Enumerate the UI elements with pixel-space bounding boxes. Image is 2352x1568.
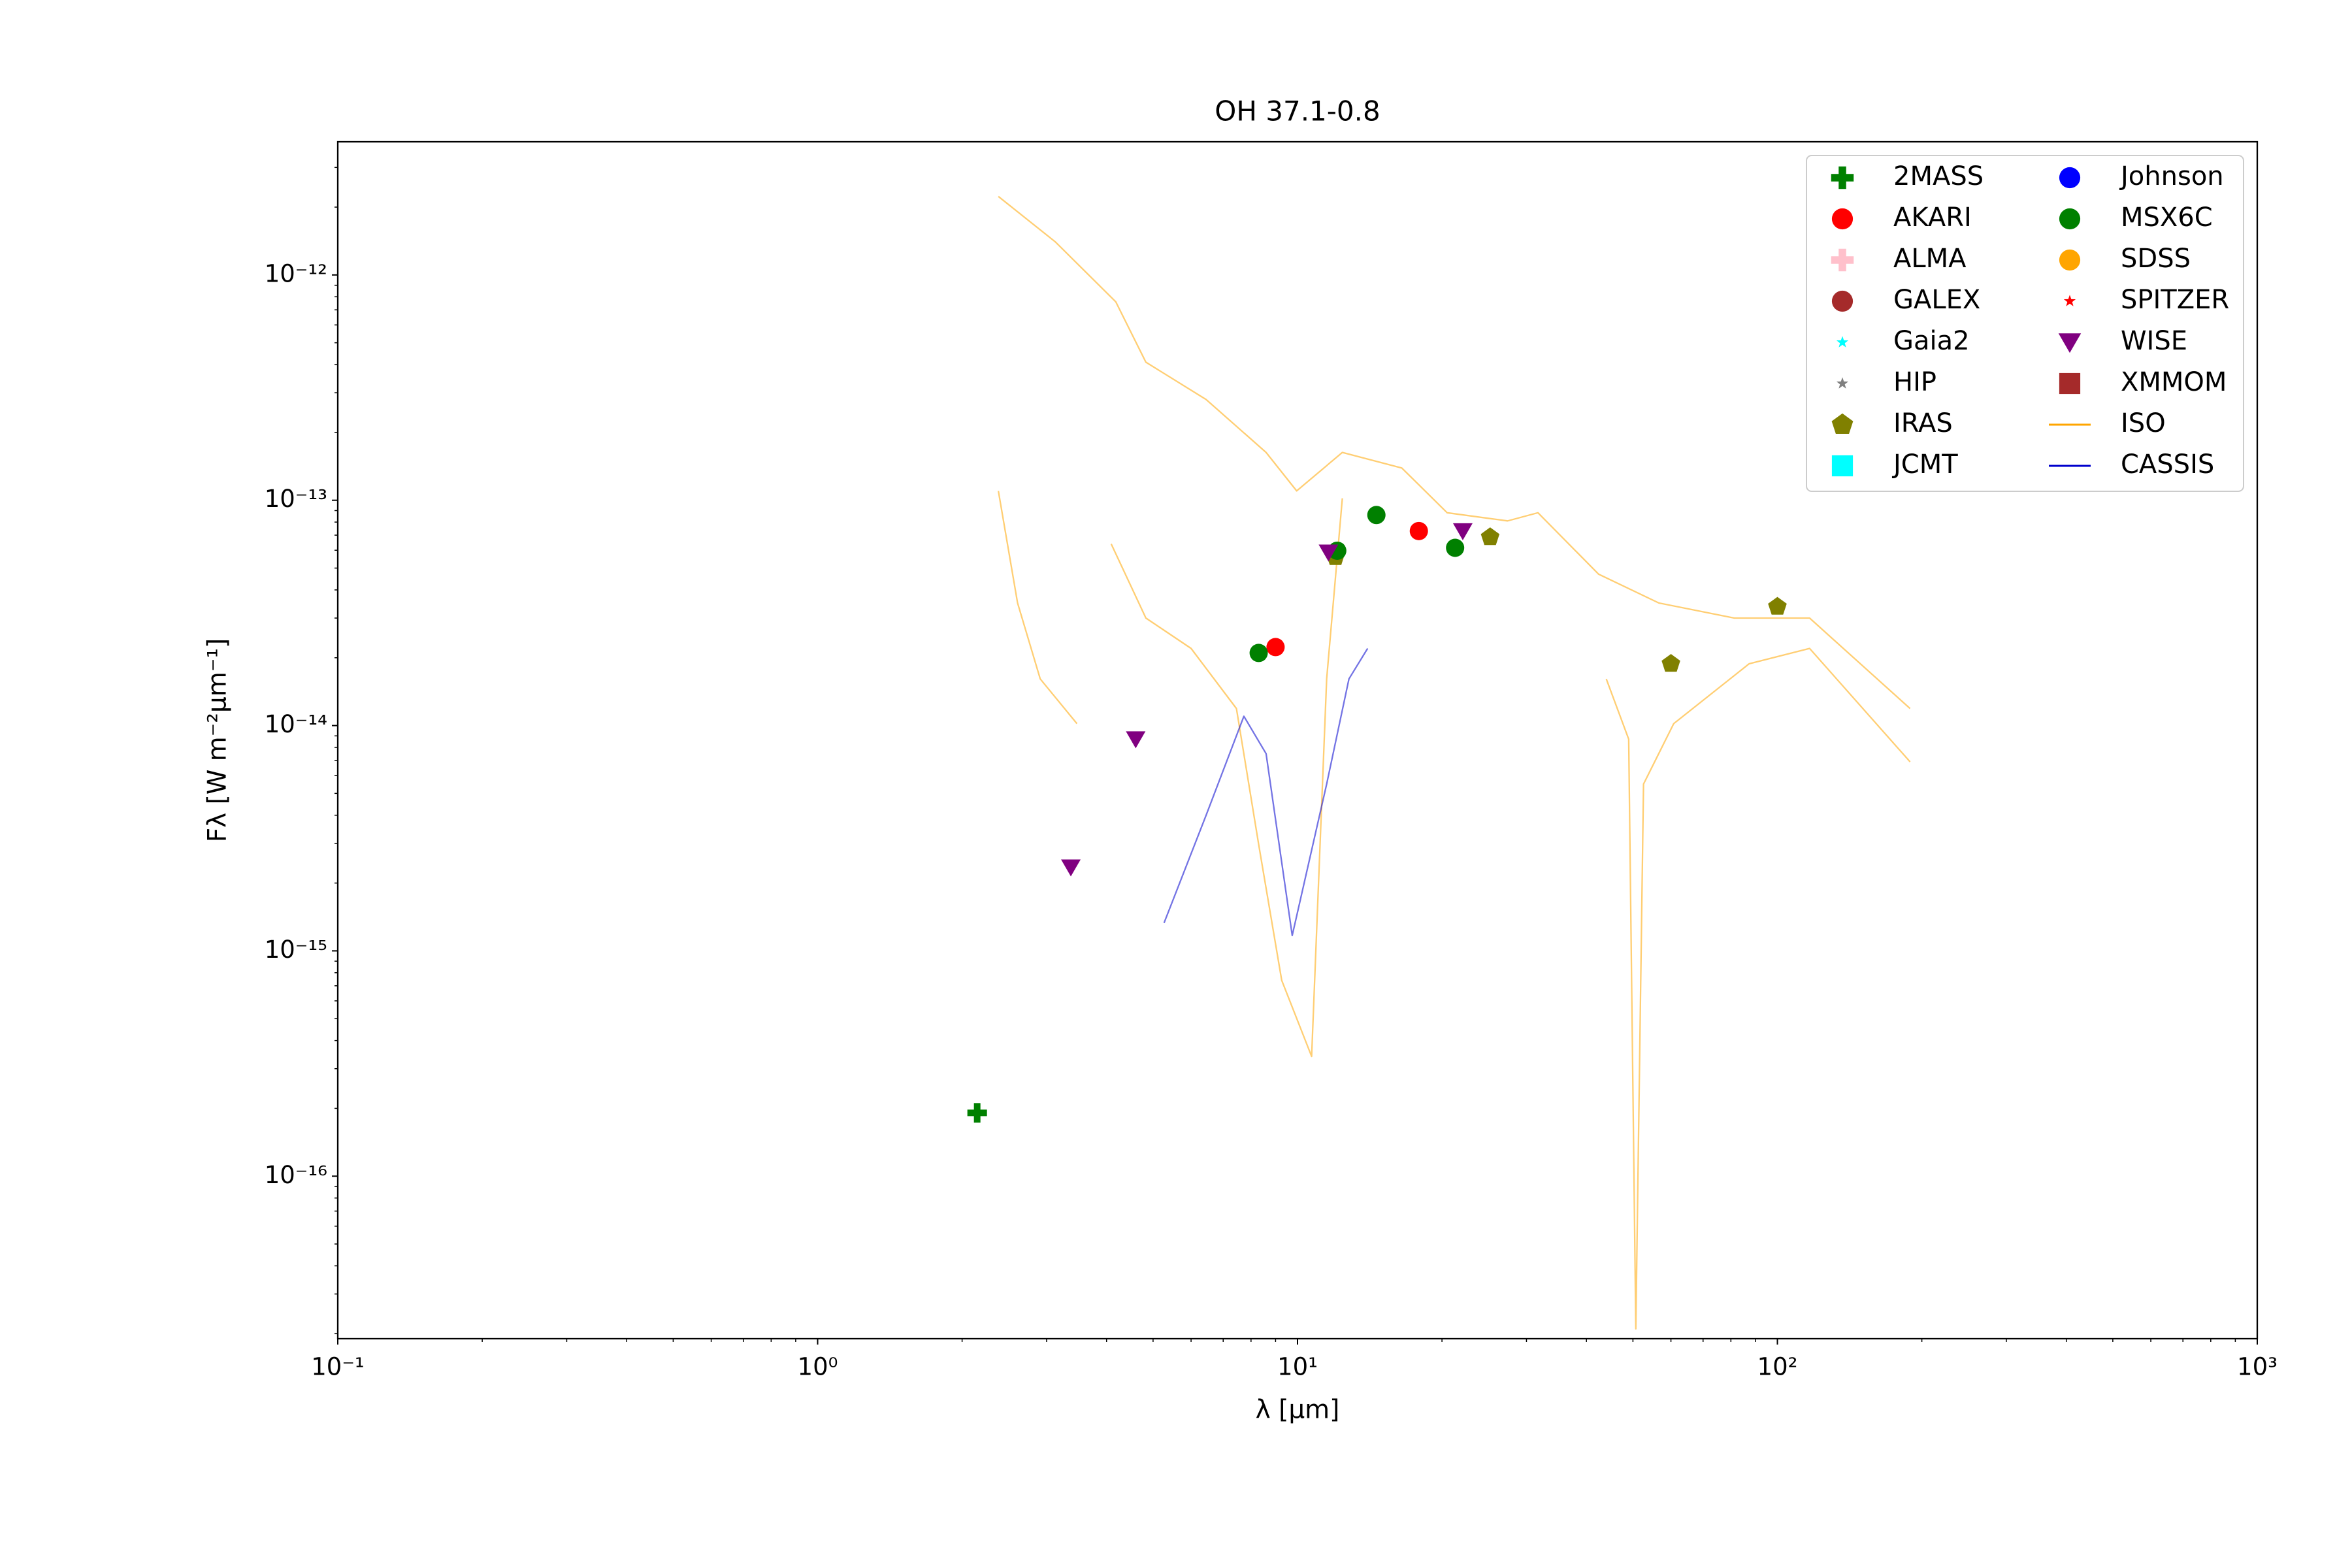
- marker-square: [2059, 372, 2081, 395]
- marker-pentagon: [1661, 654, 1680, 672]
- marker-circle: [1367, 506, 1386, 525]
- marker-circle: [2059, 167, 2081, 189]
- legend-label: 2MASS: [1893, 161, 1984, 191]
- marker-circle: [1409, 521, 1428, 540]
- legend-label: SDSS: [2121, 244, 2191, 274]
- marker-plus: [1831, 166, 1854, 189]
- legend-label: CASSIS: [2121, 449, 2214, 480]
- marker-star: [1836, 336, 1849, 348]
- legend-label: XMMOM: [2121, 367, 2227, 397]
- marker-star: [1836, 377, 1849, 389]
- marker-circle: [1831, 208, 1854, 230]
- legend-label: IRAS: [1893, 408, 1953, 438]
- legend-label: HIP: [1893, 367, 1936, 397]
- marker-circle: [1831, 290, 1854, 312]
- y-tick-label: 10⁻¹⁶: [265, 1161, 327, 1189]
- legend-label: Gaia2: [1893, 326, 1970, 356]
- legend-label: AKARI: [1893, 203, 1972, 233]
- y-axis-label: Fλ [W m⁻²μm⁻¹]: [203, 638, 233, 843]
- legend-label: ALMA: [1893, 244, 1967, 274]
- marker-circle: [1446, 538, 1465, 557]
- marker-pentagon: [1831, 413, 1854, 434]
- marker-circle: [2059, 249, 2081, 271]
- axes-frame: [336, 140, 2259, 1340]
- y-tick-label: 10⁻¹⁴: [265, 710, 327, 738]
- marker-circle: [1266, 638, 1285, 657]
- y-tick-label: 10⁻¹³: [265, 485, 327, 513]
- legend-label: WISE: [2121, 326, 2187, 356]
- x-axis-label: λ [μm]: [1256, 1396, 1340, 1425]
- x-tick-label: 10²: [1757, 1353, 1798, 1381]
- legend-label: Johnson: [2119, 161, 2224, 191]
- marker-pentagon: [1768, 596, 1787, 615]
- marker-triangle: [1061, 859, 1081, 877]
- legend-label: ISO: [2121, 408, 2166, 438]
- marker-circle: [2059, 208, 2081, 230]
- marker-square: [1831, 455, 1854, 477]
- x-tick-label: 10¹: [1277, 1353, 1318, 1381]
- legend-label: JCMT: [1891, 449, 1958, 480]
- x-tick-label: 10³: [2237, 1353, 2278, 1381]
- legend-box: [1806, 155, 2244, 492]
- marker-pentagon: [1480, 527, 1500, 546]
- marker-triangle: [2058, 333, 2082, 353]
- legend-label: MSX6C: [2121, 203, 2213, 233]
- marker-triangle: [1452, 523, 1473, 540]
- marker-circle: [1249, 644, 1268, 662]
- chart-title: OH 37.1-0.8: [1215, 95, 1380, 127]
- legend-label: SPITZER: [2121, 285, 2229, 315]
- y-tick-label: 10⁻¹²: [265, 259, 327, 287]
- marker-triangle: [1126, 731, 1146, 749]
- marker-plus: [1831, 248, 1854, 272]
- marker-star: [2063, 295, 2076, 306]
- marker-plus: [967, 1103, 987, 1123]
- y-tick-label: 10⁻¹⁵: [265, 936, 327, 964]
- legend-label: GALEX: [1893, 285, 1980, 315]
- spectrum-line: [997, 195, 1911, 1330]
- x-tick-label: 10⁻¹: [311, 1353, 364, 1381]
- plot-area: [967, 195, 1911, 1330]
- x-tick-label: 10⁰: [798, 1353, 838, 1381]
- spectrum-line: [1163, 647, 1369, 937]
- marker-triangle: [1318, 544, 1339, 562]
